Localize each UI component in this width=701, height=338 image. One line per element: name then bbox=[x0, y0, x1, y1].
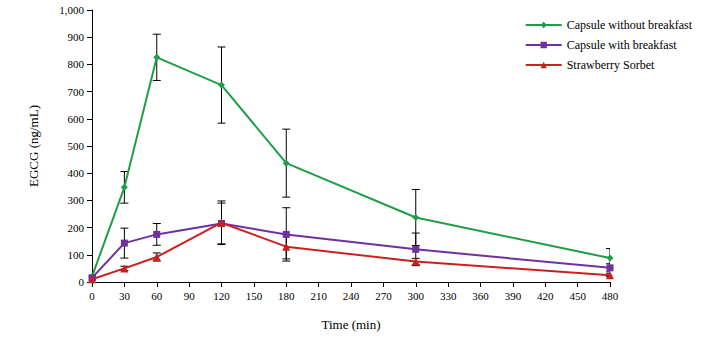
svg-text:800: 800 bbox=[68, 58, 85, 70]
svg-text:60: 60 bbox=[151, 290, 163, 302]
svg-text:1,000: 1,000 bbox=[59, 4, 84, 16]
svg-text:330: 330 bbox=[440, 290, 457, 302]
svg-text:450: 450 bbox=[569, 290, 586, 302]
svg-text:300: 300 bbox=[408, 290, 425, 302]
svg-text:900: 900 bbox=[68, 31, 85, 43]
svg-text:30: 30 bbox=[119, 290, 131, 302]
svg-text:210: 210 bbox=[310, 290, 327, 302]
svg-text:270: 270 bbox=[375, 290, 392, 302]
svg-text:0: 0 bbox=[89, 290, 95, 302]
svg-text:420: 420 bbox=[537, 290, 554, 302]
svg-text:200: 200 bbox=[68, 222, 85, 234]
svg-text:500: 500 bbox=[68, 140, 85, 152]
svg-text:120: 120 bbox=[213, 290, 230, 302]
svg-text:Capsule with breakfast: Capsule with breakfast bbox=[567, 38, 678, 52]
svg-text:480: 480 bbox=[602, 290, 619, 302]
svg-text:400: 400 bbox=[68, 167, 85, 179]
svg-text:Capsule without breakfast: Capsule without breakfast bbox=[567, 18, 693, 32]
svg-text:Strawberry Sorbet: Strawberry Sorbet bbox=[567, 58, 655, 72]
svg-text:600: 600 bbox=[68, 113, 85, 125]
svg-text:EGCG (ng/mL): EGCG (ng/mL) bbox=[26, 105, 41, 187]
svg-text:360: 360 bbox=[472, 290, 489, 302]
svg-text:Time (min): Time (min) bbox=[321, 317, 380, 332]
svg-text:700: 700 bbox=[68, 86, 85, 98]
svg-text:390: 390 bbox=[505, 290, 522, 302]
svg-text:180: 180 bbox=[278, 290, 295, 302]
svg-text:150: 150 bbox=[246, 290, 263, 302]
svg-text:100: 100 bbox=[68, 249, 85, 261]
svg-text:0: 0 bbox=[79, 276, 85, 288]
svg-text:90: 90 bbox=[184, 290, 196, 302]
svg-text:240: 240 bbox=[343, 290, 360, 302]
svg-text:300: 300 bbox=[68, 194, 85, 206]
